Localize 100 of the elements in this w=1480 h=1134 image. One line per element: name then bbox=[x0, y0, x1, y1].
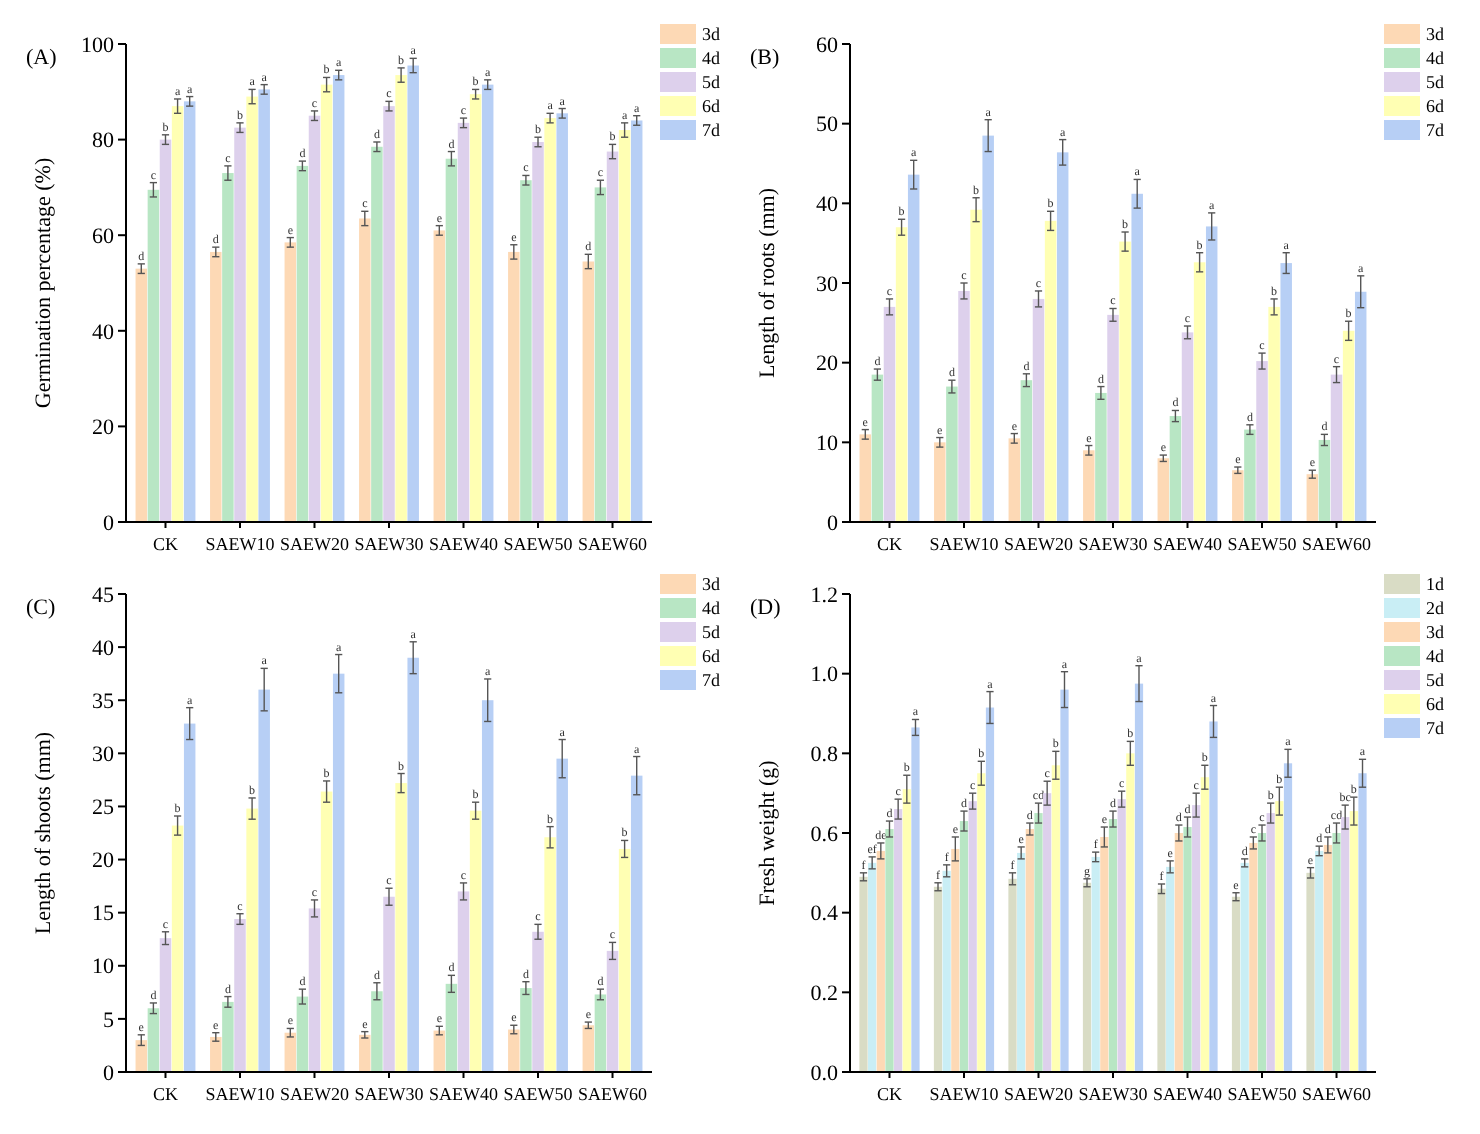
legend-label: 5d bbox=[1426, 670, 1445, 690]
y-tick-label: 5 bbox=[103, 1008, 115, 1033]
bar bbox=[1318, 439, 1331, 522]
y-tick-label: 0 bbox=[827, 511, 839, 536]
legend-label: 5d bbox=[702, 72, 721, 92]
y-tick-label: 15 bbox=[92, 902, 115, 927]
bar bbox=[407, 65, 419, 522]
bar bbox=[183, 723, 196, 1072]
bar bbox=[1332, 833, 1341, 1072]
bar bbox=[1275, 801, 1284, 1072]
legend-label: 6d bbox=[1426, 694, 1445, 714]
bar bbox=[1108, 819, 1118, 1072]
y-tick-label: 0.0 bbox=[810, 1061, 839, 1086]
bar bbox=[985, 707, 995, 1072]
bar bbox=[1283, 763, 1293, 1072]
y-tick-label: 0.8 bbox=[810, 743, 839, 768]
bar bbox=[883, 306, 896, 522]
bar bbox=[911, 727, 920, 1072]
bar bbox=[902, 789, 911, 1072]
x-tick-label: SAEW60 bbox=[578, 534, 649, 554]
bar bbox=[1266, 813, 1275, 1072]
bar bbox=[407, 657, 419, 1072]
bar bbox=[1043, 793, 1052, 1072]
x-tick-label: SAEW10 bbox=[205, 1084, 276, 1104]
bar bbox=[859, 876, 868, 1072]
bar bbox=[544, 118, 556, 522]
bar bbox=[895, 227, 908, 522]
bar bbox=[1095, 392, 1107, 522]
x-tick-label: SAEW60 bbox=[1302, 534, 1373, 554]
bar bbox=[147, 1008, 160, 1072]
legend-label: 6d bbox=[702, 646, 721, 666]
y-tick-label: 0 bbox=[103, 1061, 115, 1086]
bar bbox=[1209, 721, 1218, 1072]
legend-label: 5d bbox=[1426, 72, 1445, 92]
y-tick-label: 30 bbox=[816, 272, 839, 297]
legend-label: 7d bbox=[702, 670, 721, 690]
bar bbox=[1330, 374, 1343, 522]
bar bbox=[618, 130, 631, 522]
bar bbox=[1232, 470, 1244, 522]
bar bbox=[1193, 262, 1206, 522]
y-tick-label: 20 bbox=[92, 849, 115, 874]
bar bbox=[977, 773, 986, 1072]
x-tick-label: CK bbox=[876, 1084, 903, 1104]
bar bbox=[532, 141, 544, 522]
bar bbox=[1200, 777, 1209, 1072]
bar bbox=[135, 1040, 148, 1072]
bar bbox=[951, 848, 960, 1072]
bar bbox=[1117, 799, 1126, 1072]
legend-label: 6d bbox=[702, 96, 721, 116]
bar bbox=[320, 84, 333, 522]
bar bbox=[1205, 226, 1218, 522]
bar bbox=[320, 791, 333, 1072]
bar bbox=[594, 994, 607, 1072]
bar bbox=[210, 1036, 222, 1072]
bar bbox=[508, 251, 520, 522]
bar bbox=[582, 1025, 595, 1072]
legend-label: 7d bbox=[702, 120, 721, 140]
legend-label: 4d bbox=[1426, 646, 1445, 666]
bar bbox=[934, 442, 946, 522]
legend-label: 3d bbox=[1426, 24, 1445, 44]
bar bbox=[1025, 829, 1034, 1072]
bar bbox=[1126, 753, 1135, 1072]
bar bbox=[1131, 193, 1143, 522]
x-tick-label: SAEW20 bbox=[280, 534, 350, 554]
x-tick-label: SAEW30 bbox=[1078, 534, 1149, 554]
bar bbox=[582, 261, 595, 522]
bar bbox=[359, 218, 371, 522]
bar bbox=[968, 801, 977, 1072]
chart-title: (D) bbox=[750, 596, 782, 620]
bar bbox=[147, 189, 160, 522]
y-tick-label: 50 bbox=[816, 113, 839, 138]
bar bbox=[970, 209, 982, 522]
x-tick-label: SAEW10 bbox=[929, 534, 1000, 554]
x-tick-label: SAEW40 bbox=[1153, 534, 1223, 554]
bar bbox=[159, 139, 172, 522]
y-tick-label: 25 bbox=[92, 796, 115, 821]
bar bbox=[1032, 298, 1045, 522]
bar bbox=[1119, 241, 1131, 522]
bar bbox=[1315, 850, 1324, 1072]
bar bbox=[606, 950, 619, 1072]
bar bbox=[1020, 380, 1033, 522]
x-tick-label: SAEW40 bbox=[429, 534, 499, 554]
bar bbox=[630, 120, 643, 522]
bar bbox=[1044, 220, 1057, 522]
bar bbox=[1257, 833, 1267, 1072]
bar bbox=[1056, 152, 1069, 522]
bar bbox=[1157, 458, 1170, 522]
bar bbox=[1354, 291, 1367, 522]
legend-label: 6d bbox=[1426, 96, 1445, 116]
bar bbox=[1323, 844, 1332, 1072]
x-tick-label: SAEW30 bbox=[354, 1084, 425, 1104]
x-tick-label: SAEW60 bbox=[578, 1084, 649, 1104]
y-axis-title: Length of roots (mm) bbox=[756, 187, 780, 379]
bar bbox=[1100, 836, 1109, 1072]
bar bbox=[959, 821, 969, 1072]
bar bbox=[630, 775, 643, 1072]
bar bbox=[1244, 429, 1256, 522]
bar bbox=[1134, 683, 1144, 1072]
y-tick-label: 60 bbox=[816, 33, 839, 58]
bar bbox=[395, 75, 407, 522]
